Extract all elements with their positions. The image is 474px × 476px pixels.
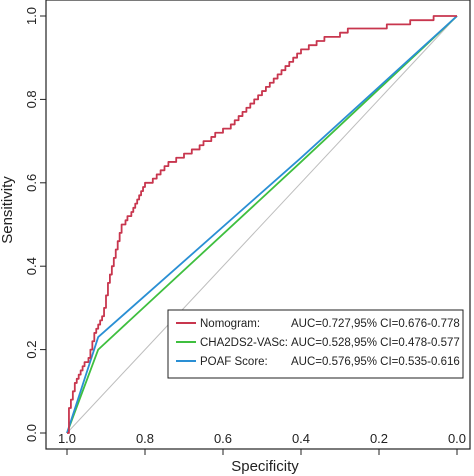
legend-auc-text: AUC=0.576,95% CI=0.535-0.616 bbox=[291, 356, 460, 368]
x-tick-label: 0.2 bbox=[370, 431, 388, 446]
x-tick-label: 0.8 bbox=[136, 431, 154, 446]
legend-series-name: Nomogram: bbox=[200, 318, 260, 330]
x-tick-label: 0.6 bbox=[214, 431, 232, 446]
y-tick-label: 0.8 bbox=[24, 90, 39, 108]
y-tick-label: 0.0 bbox=[24, 424, 39, 442]
y-tick-label: 0.2 bbox=[24, 341, 39, 359]
legend-series-name: CHA2DS2-VASc: bbox=[200, 337, 288, 349]
x-tick-label: 1.0 bbox=[58, 431, 76, 446]
x-tick-label: 0.4 bbox=[292, 431, 310, 446]
legend-auc-text: AUC=0.528,95% CI=0.478-0.577 bbox=[291, 337, 460, 349]
legend: Nomogram: AUC=0.727,95% CI=0.676-0.778CHA… bbox=[167, 309, 464, 379]
x-axis-title: Specificity bbox=[231, 458, 299, 475]
legend-box bbox=[167, 309, 464, 379]
x-tick-label: 0.0 bbox=[448, 431, 466, 446]
y-axis: 0.0 0.2 0.4 0.6 0.8 1.0 bbox=[24, 7, 46, 442]
series-line-2 bbox=[66, 15, 458, 434]
x-axis: 1.0 0.8 0.6 0.4 0.2 0.0 bbox=[58, 431, 466, 455]
plot-frame bbox=[45, 0, 471, 450]
series-line-3 bbox=[66, 15, 458, 434]
series-line-1 bbox=[67, 15, 457, 434]
reference-diagonal bbox=[66, 15, 458, 434]
y-tick-label: 1.0 bbox=[24, 7, 39, 25]
legend-series-name: POAF Score: bbox=[200, 356, 268, 368]
legend-auc-text: AUC=0.727,95% CI=0.676-0.778 bbox=[291, 318, 460, 330]
y-axis-title: Sensitivity bbox=[0, 176, 16, 244]
series-layer bbox=[66, 15, 458, 434]
y-tick-label: 0.6 bbox=[24, 174, 39, 192]
y-tick-label: 0.4 bbox=[24, 257, 39, 275]
